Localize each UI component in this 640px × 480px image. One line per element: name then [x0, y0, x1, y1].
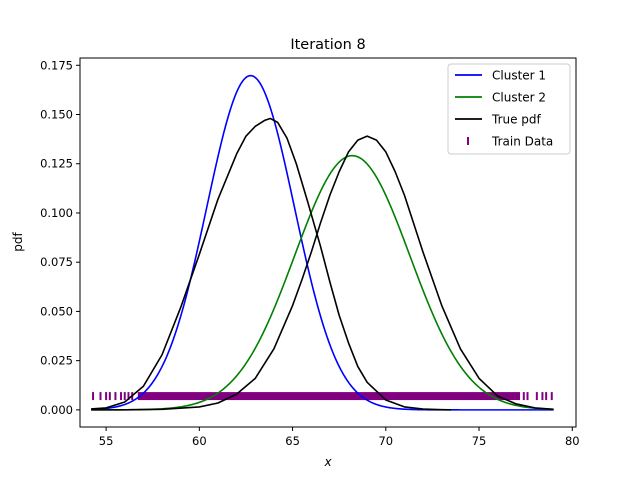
x-tick-label: 65	[285, 434, 300, 448]
x-tick-label: 55	[99, 434, 114, 448]
x-axis: 55 60 65 70 75 80	[99, 427, 580, 448]
x-tick-label: 75	[472, 434, 487, 448]
legend-box	[447, 63, 571, 155]
train-data-series	[92, 392, 553, 401]
x-axis-label: x	[323, 455, 332, 469]
x-tick-label: 60	[192, 434, 207, 448]
train-data-marks-dense	[137, 392, 521, 401]
x-tick-label: 70	[378, 434, 393, 448]
y-tick-label: 0.150	[40, 108, 73, 122]
y-tick-label: 0.100	[40, 206, 73, 220]
chart-title: Iteration 8	[290, 37, 365, 53]
series-line-true-pdf-3	[91, 135, 554, 411]
series-line-true-pdf-2	[91, 117, 452, 411]
y-axis-label: pdf	[11, 232, 25, 252]
y-axis: 0.000 0.025 0.050 0.075 0.100 0.125 0.150 0.175	[40, 58, 80, 417]
legend-label-cluster-1: Cluster 1	[492, 69, 546, 83]
y-tick-label: 0.175	[40, 58, 73, 72]
y-tick-label: 0.075	[40, 255, 73, 269]
legend-label-true-pdf: True pdf	[491, 113, 542, 127]
legend: Cluster 1 Cluster 2 True pdf Train Data	[447, 63, 571, 155]
series-line-cluster-1	[91, 74, 554, 411]
y-tick-label: 0.050	[40, 304, 73, 318]
legend-label-cluster-2: Cluster 2	[492, 91, 546, 105]
y-tick-label: 0.025	[40, 354, 73, 368]
legend-label-train-data: Train Data	[491, 135, 553, 149]
y-tick-label: 0.000	[40, 403, 73, 417]
axes-frame	[79, 57, 577, 428]
y-tick-label: 0.125	[40, 157, 73, 171]
x-tick-label: 80	[565, 434, 580, 448]
